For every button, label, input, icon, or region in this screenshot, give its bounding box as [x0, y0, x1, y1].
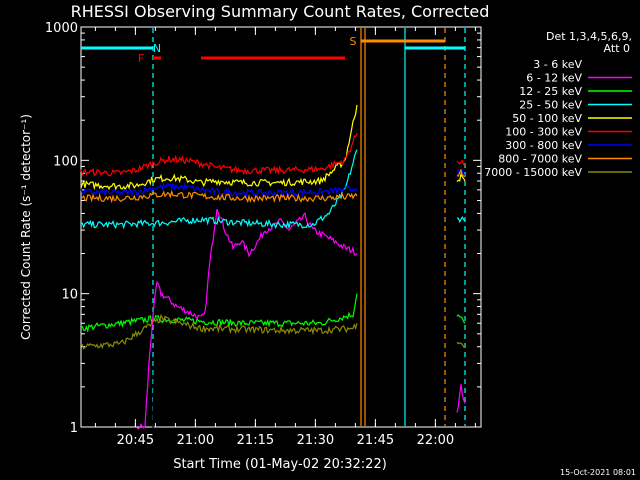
series-line [80, 182, 358, 199]
legend-label: 50 - 100 keV [512, 112, 582, 125]
legend-header-line-2: Att 0 [604, 42, 630, 55]
flag-label-f: F [138, 52, 144, 65]
legend-header-line-1: Det 1,3,4,5,6,9, [546, 30, 632, 43]
series-line [80, 189, 358, 204]
series-line [457, 216, 466, 224]
series-line [456, 314, 466, 324]
series-line [80, 313, 358, 350]
chart-title: RHESSI Observing Summary Count Rates, Co… [71, 2, 490, 21]
x-tick-label: 21:45 [357, 433, 394, 448]
x-axis-label: Start Time (01-May-02 20:32:22) [173, 457, 387, 472]
series-line [456, 384, 466, 413]
x-tick-label: 21:00 [177, 433, 214, 448]
flag-label-s: S [350, 35, 357, 48]
tick-marks [81, 26, 481, 428]
series-line [456, 159, 466, 166]
series-line [456, 172, 466, 182]
tick-labels: 1 10 100 1000 20:45 21:00 21:15 21:30 21:45 22:00 [45, 21, 454, 448]
series-line [80, 132, 358, 177]
y-tick-label: 10 [61, 288, 78, 303]
series-line [80, 293, 358, 333]
legend-label: 100 - 300 keV [505, 126, 582, 139]
series-line [456, 168, 466, 178]
x-tick-label: 21:30 [297, 433, 334, 448]
y-tick-label: 1000 [45, 21, 78, 36]
series-line [456, 341, 466, 348]
series-line [80, 104, 358, 191]
series-line [152, 178, 358, 431]
y-tick-label: 100 [53, 154, 78, 169]
flag-bars: NF S [81, 35, 465, 65]
flag-label-n: N [153, 42, 161, 55]
series-line [136, 209, 358, 430]
legend-label: 300 - 800 keV [505, 139, 582, 152]
legend-label: 3 - 6 keV [533, 58, 582, 71]
y-tick-label: 1 [70, 421, 78, 436]
plot-frame [80, 26, 482, 428]
x-tick-label: 22:00 [417, 433, 454, 448]
vertical-markers [152, 28, 466, 426]
footer-stamp: 15-Oct-2021 08:01 [560, 468, 636, 477]
legend-label: 6 - 12 keV [526, 72, 582, 85]
x-tick-label: 21:15 [237, 433, 274, 448]
legend-label: 25 - 50 keV [519, 99, 582, 112]
legend-label: 7000 - 15000 keV [484, 166, 582, 179]
series-line [80, 149, 358, 230]
y-axis-label: Corrected Count Rate (s⁻¹ detector⁻¹) [19, 114, 33, 340]
series-lines [80, 104, 466, 431]
x-tick-label: 20:45 [117, 433, 154, 448]
legend-label: 800 - 7000 keV [498, 153, 582, 166]
legend-label: 12 - 25 keV [519, 85, 582, 98]
